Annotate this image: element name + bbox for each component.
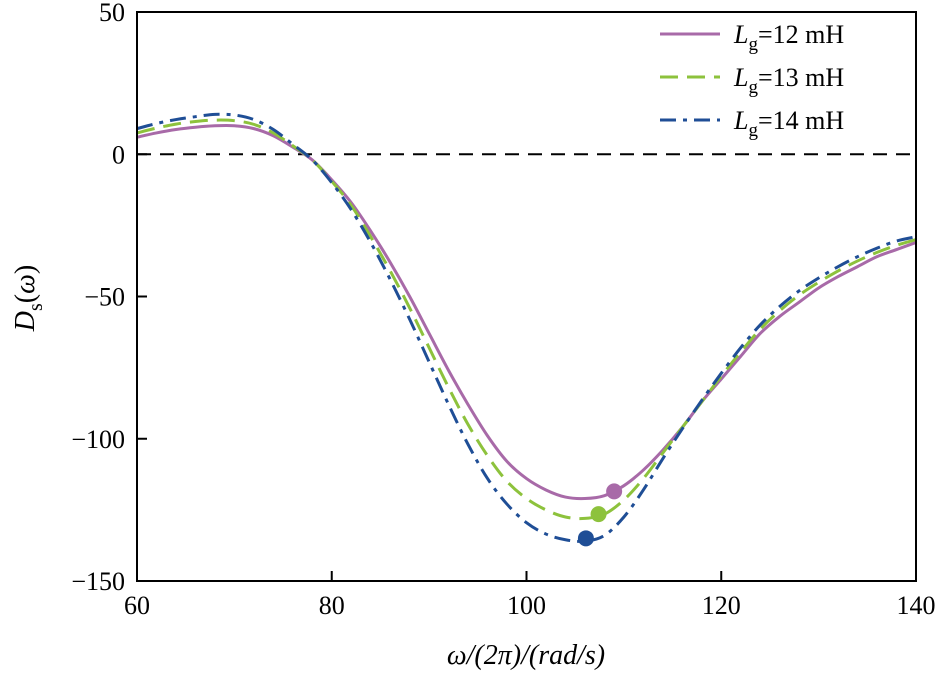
y-tick-label: 50 xyxy=(99,0,125,27)
series-line-lg-13-mh xyxy=(136,118,917,521)
series-line-lg-12-mh xyxy=(136,124,917,501)
marker-lg-14-mh xyxy=(577,530,594,547)
x-axis-label: ω/(2π)/(rad/s) xyxy=(447,640,605,671)
x-tick-label: 100 xyxy=(507,591,546,620)
legend-label-lg-13-mh: Lg=13 mH xyxy=(733,63,844,98)
axes: 60 80 100 120 140 50 0 −50 −100 −150 xyxy=(71,0,935,620)
legend-label-lg-12-mh: Lg=12 mH xyxy=(733,20,844,55)
x-tick-label: 80 xyxy=(319,591,345,620)
legend: Lg=12 mH Lg=13 mH Lg=14 mH xyxy=(660,20,844,141)
y-tick-label: −150 xyxy=(71,567,125,596)
x-tick-label: 60 xyxy=(124,591,150,620)
marker-lg-12-mh xyxy=(606,483,623,500)
y-tick-label: −100 xyxy=(71,425,125,454)
plot-frame xyxy=(136,11,917,582)
y-tick-label: 0 xyxy=(112,140,125,169)
y-tick-label: −50 xyxy=(84,283,125,312)
x-tick-label: 140 xyxy=(897,591,936,620)
plot-layer xyxy=(136,112,917,547)
marker-lg-13-mh xyxy=(590,506,607,523)
x-tick-label: 120 xyxy=(702,591,741,620)
legend-label-lg-14-mh: Lg=14 mH xyxy=(733,106,844,141)
y-axis-label: Ds(ω) xyxy=(10,265,47,332)
series-line-lg-14-mh xyxy=(136,112,917,543)
